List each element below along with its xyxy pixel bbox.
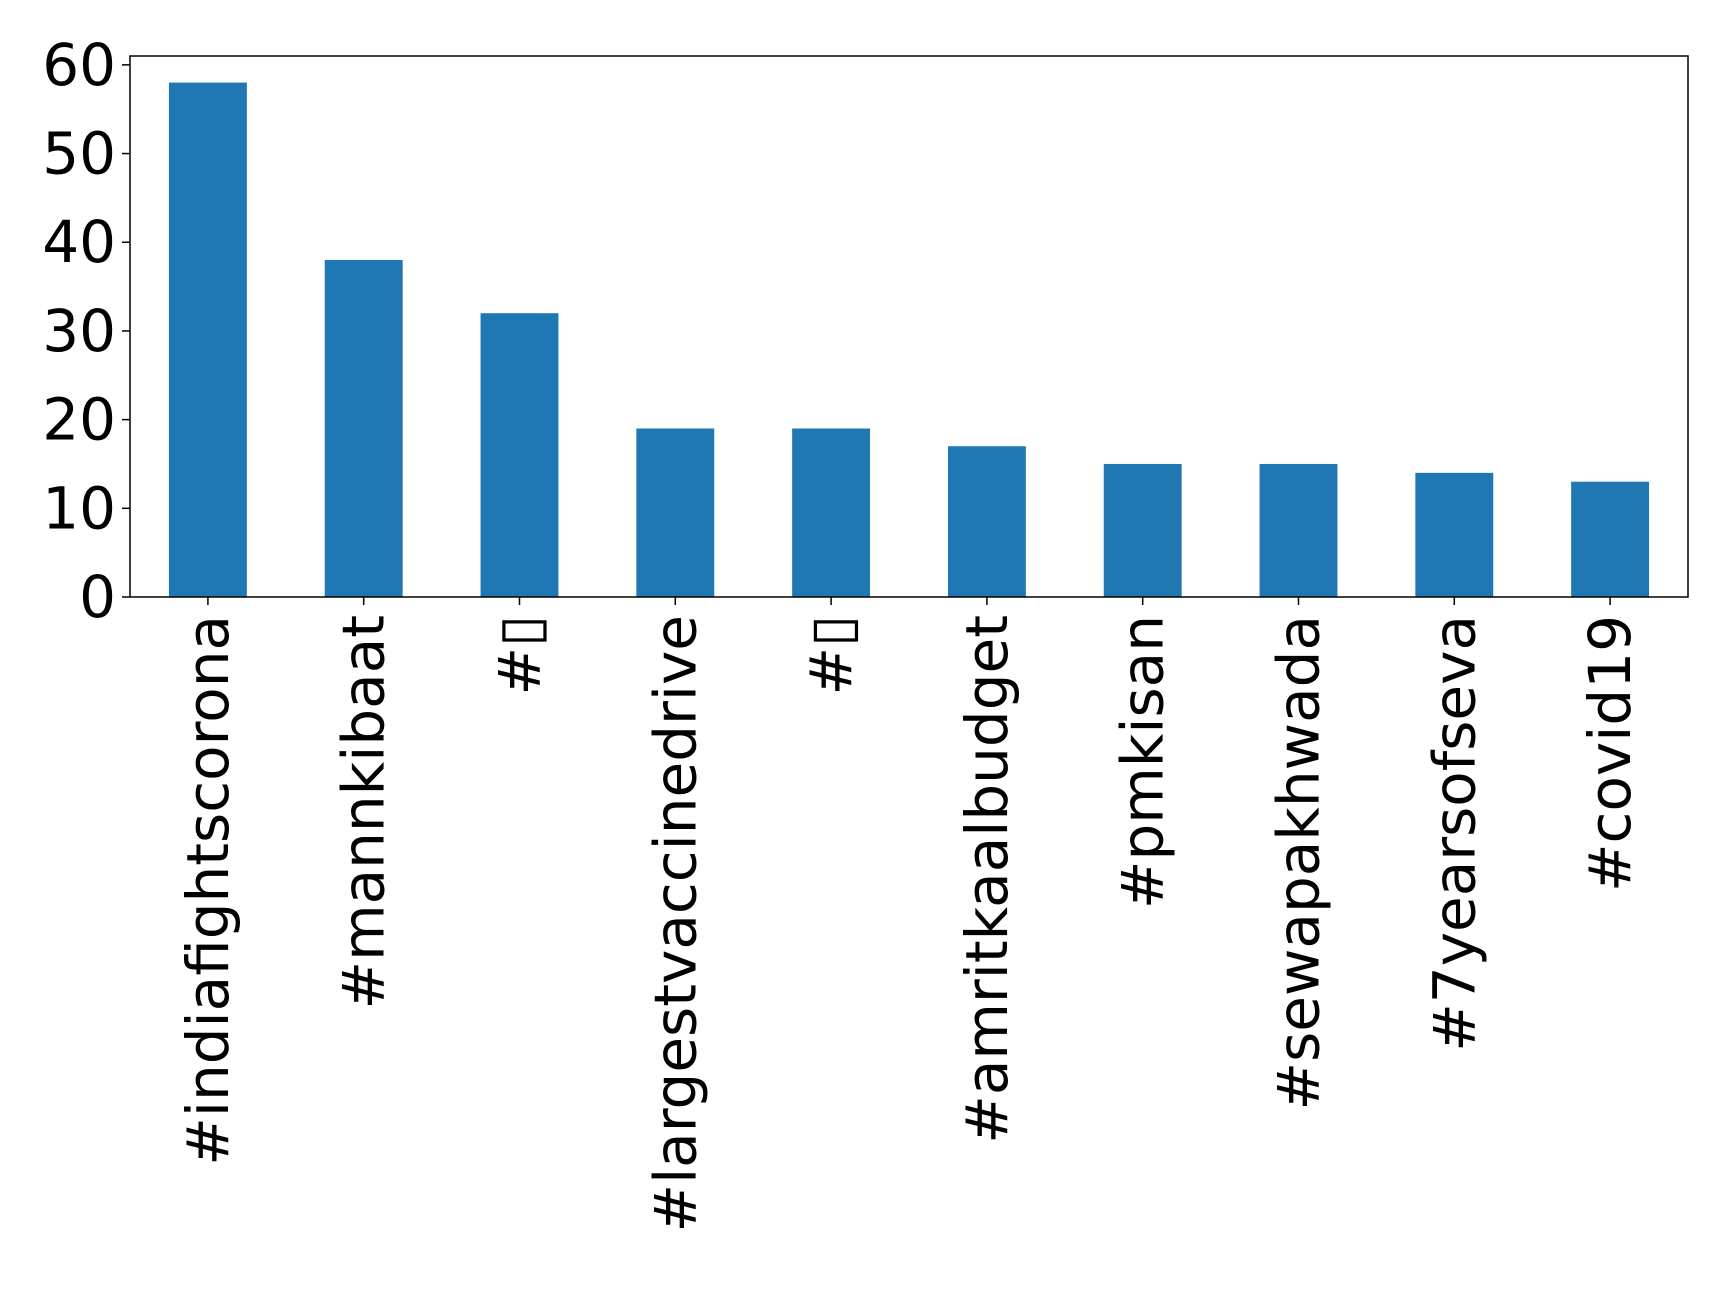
plot-frame xyxy=(129,55,1689,598)
x-tick-label: #amritkaalbudget xyxy=(953,615,1021,1144)
x-tick-label: #▯ xyxy=(797,615,865,696)
x-tick-label: #covid19 xyxy=(1576,615,1644,892)
y-tick-label: 40 xyxy=(42,208,116,276)
bars-group xyxy=(168,82,1650,597)
bar xyxy=(792,428,871,597)
bar xyxy=(1571,481,1650,597)
bar xyxy=(1103,463,1182,597)
x-tick-label: #indiafightscorona xyxy=(174,615,242,1166)
x-axis: #indiafightscorona #mannkibaat #▯ #largestv… xyxy=(174,597,1644,1233)
y-tick-label: 30 xyxy=(42,297,116,365)
x-tick-label: #pmkisan xyxy=(1109,615,1177,909)
y-axis: 0 10 20 30 40 50 60 xyxy=(42,31,130,631)
y-tick-label: 20 xyxy=(42,386,116,454)
x-tick-label: #sewapakhwada xyxy=(1265,615,1333,1111)
bar xyxy=(1415,472,1494,597)
bar xyxy=(168,82,247,597)
y-tick-label: 60 xyxy=(42,31,116,99)
bar xyxy=(636,428,715,597)
y-tick-label: 10 xyxy=(42,474,116,542)
bar xyxy=(947,446,1026,597)
y-tick-label: 0 xyxy=(79,563,116,631)
x-tick-label: #7yearsofseva xyxy=(1420,615,1488,1052)
bar xyxy=(324,259,403,597)
x-tick-label: #mannkibaat xyxy=(330,615,398,1010)
x-tick-label: #▯ xyxy=(486,615,554,696)
bar xyxy=(1259,463,1338,597)
y-tick-label: 50 xyxy=(42,120,116,188)
x-tick-label: #largestvaccinedrive xyxy=(641,615,709,1233)
bar xyxy=(480,313,559,597)
